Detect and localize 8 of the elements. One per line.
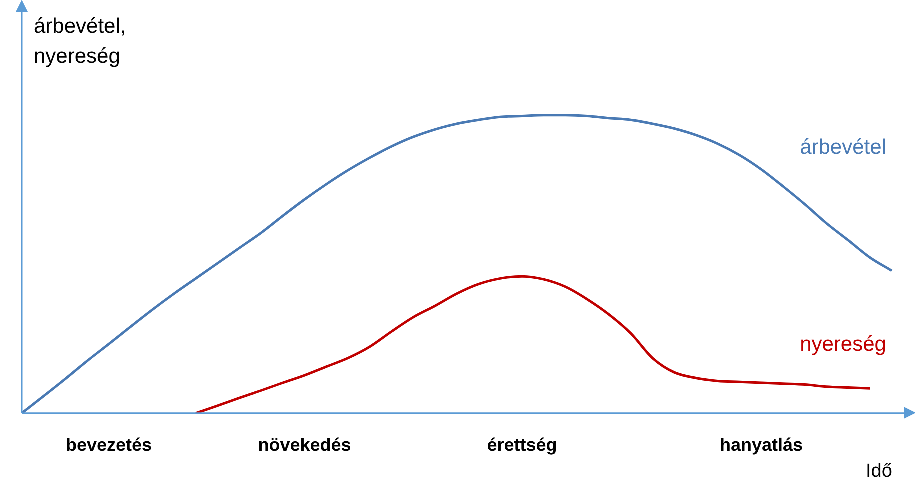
x-axis-title: Idő [866,460,892,484]
x-tick-label: növekedés [258,435,352,456]
series-label: árbevétel [800,136,886,159]
x-tick-label: bevezetés [66,435,152,456]
x-tick-label: hanyatlás [720,435,804,456]
series-label: nyereség [800,333,886,356]
x-tick-label: érettség [487,435,558,456]
y-axis-title: árbevétel, nyereség [34,14,128,70]
